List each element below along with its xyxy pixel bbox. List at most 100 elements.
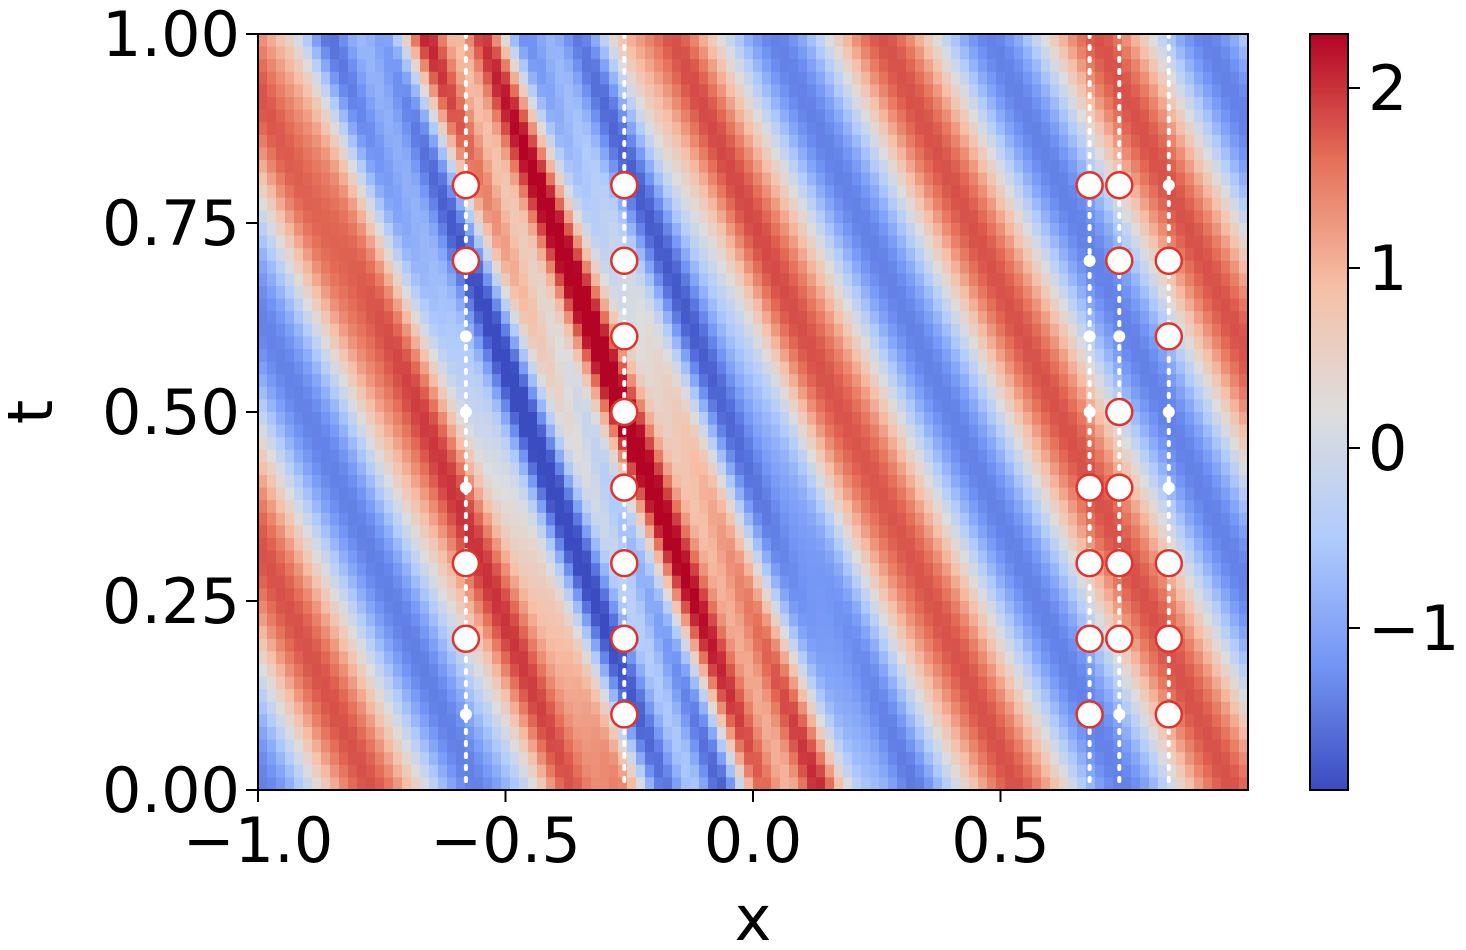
heatmap-cell xyxy=(1014,46,1024,60)
heatmap-cell xyxy=(510,538,520,552)
heatmap-cell xyxy=(384,412,394,426)
heatmap-cell xyxy=(744,46,754,60)
heatmap-cell xyxy=(1176,59,1186,73)
heatmap-cell xyxy=(1131,361,1141,375)
heatmap-cell xyxy=(582,122,592,136)
heatmap-cell xyxy=(636,134,646,148)
heatmap-cell xyxy=(708,197,718,211)
heatmap-cell xyxy=(1122,210,1132,224)
heatmap-cell xyxy=(366,160,376,174)
heatmap-cell xyxy=(960,34,970,48)
heatmap-cell xyxy=(843,437,853,451)
heatmap-cell xyxy=(987,84,997,98)
heatmap-cell xyxy=(717,449,727,463)
heatmap-cell xyxy=(852,462,862,476)
heatmap-cell xyxy=(420,134,430,148)
heatmap-cell xyxy=(348,538,358,552)
heatmap-cell xyxy=(1095,399,1105,413)
heatmap-cell xyxy=(357,185,367,199)
heatmap-cell xyxy=(375,449,385,463)
heatmap-cell xyxy=(339,588,349,602)
heatmap-cell xyxy=(807,475,817,489)
heatmap-cell xyxy=(1212,34,1222,48)
heatmap-cell xyxy=(1239,538,1248,552)
heatmap-cell xyxy=(1014,449,1024,463)
heatmap-cell xyxy=(1005,84,1015,98)
heatmap-cell xyxy=(771,286,781,300)
heatmap-cell xyxy=(1203,550,1213,564)
heatmap-cell xyxy=(852,122,862,136)
heatmap-cell xyxy=(1140,374,1150,388)
heatmap-cell xyxy=(1023,84,1033,98)
heatmap-cell xyxy=(492,563,502,577)
heatmap-cell xyxy=(1014,336,1024,350)
heatmap-cell xyxy=(555,538,565,552)
heatmap-cell xyxy=(744,512,754,526)
heatmap-cell xyxy=(1032,172,1042,186)
heatmap-cell xyxy=(897,273,907,287)
heatmap-cell xyxy=(780,550,790,564)
heatmap-cell xyxy=(537,260,547,274)
heatmap-cell xyxy=(492,84,502,98)
heatmap-cell xyxy=(672,588,682,602)
heatmap-cell xyxy=(294,71,304,85)
heatmap-cell xyxy=(636,46,646,60)
heatmap-cell xyxy=(366,449,376,463)
heatmap-cell xyxy=(771,399,781,413)
heatmap-cell xyxy=(438,210,448,224)
heatmap-cell xyxy=(690,500,700,514)
heatmap-cell xyxy=(375,223,385,237)
heatmap-cell xyxy=(717,563,727,577)
heatmap-cell xyxy=(276,298,286,312)
heatmap-cell xyxy=(1059,273,1069,287)
heatmap-cell xyxy=(933,475,943,489)
heatmap-cell xyxy=(915,84,925,98)
heatmap-cell xyxy=(573,424,583,438)
heatmap-cell xyxy=(834,412,844,426)
heatmap-cell xyxy=(690,160,700,174)
heatmap-cell xyxy=(906,449,916,463)
heatmap-cell xyxy=(870,538,880,552)
heatmap-cell xyxy=(348,550,358,564)
heatmap-cell xyxy=(357,323,367,337)
heatmap-cell xyxy=(1230,575,1240,589)
heatmap-cell xyxy=(528,260,538,274)
heatmap-cell xyxy=(411,412,421,426)
heatmap-cell xyxy=(1230,185,1240,199)
heatmap-cell xyxy=(483,550,493,564)
heatmap-cell xyxy=(1086,361,1096,375)
heatmap-cell xyxy=(1167,109,1177,123)
heatmap-cell xyxy=(1194,147,1204,161)
heatmap-cell xyxy=(1194,361,1204,375)
heatmap-cell xyxy=(996,223,1006,237)
heatmap-cell xyxy=(411,487,421,501)
heatmap-cell xyxy=(1077,424,1087,438)
heatmap-cell xyxy=(420,160,430,174)
heatmap-cell xyxy=(348,424,358,438)
heatmap-cell xyxy=(870,210,880,224)
heatmap-cell xyxy=(627,286,637,300)
heatmap-cell xyxy=(573,34,583,48)
heatmap-cell xyxy=(501,475,511,489)
heatmap-cell xyxy=(1167,361,1177,375)
heatmap-cell xyxy=(843,311,853,325)
heatmap-cell xyxy=(555,46,565,60)
heatmap-cell xyxy=(555,147,565,161)
heatmap-cell xyxy=(1050,134,1060,148)
heatmap-cell xyxy=(699,563,709,577)
heatmap-cell xyxy=(582,424,592,438)
heatmap-cell xyxy=(429,424,439,438)
heatmap-cell xyxy=(393,59,403,73)
heatmap-cell xyxy=(852,71,862,85)
heatmap-cell xyxy=(834,563,844,577)
heatmap-cell xyxy=(1077,286,1087,300)
heatmap-cell xyxy=(1014,386,1024,400)
heatmap-cell xyxy=(573,223,583,237)
heatmap-cell xyxy=(582,500,592,514)
heatmap-cell xyxy=(573,298,583,312)
heatmap-cell xyxy=(447,563,457,577)
heatmap-cell xyxy=(717,172,727,186)
heatmap-cell xyxy=(636,538,646,552)
heatmap-cell xyxy=(438,525,448,539)
heatmap-cell xyxy=(645,84,655,98)
